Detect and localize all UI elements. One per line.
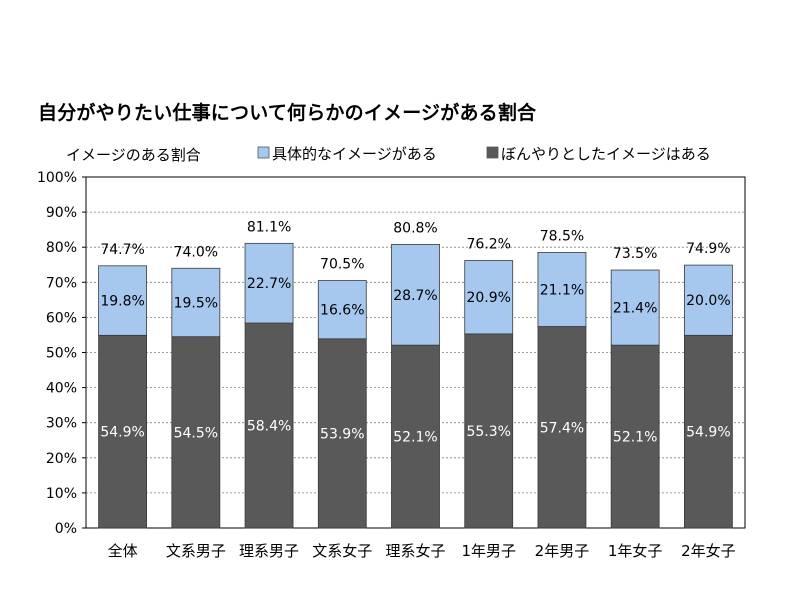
x-tick-label: 理系男子 (239, 542, 299, 560)
data-label: 19.5% (174, 295, 218, 311)
data-label: 21.1% (540, 282, 584, 298)
total-label: 76.2% (466, 237, 510, 253)
bar-segment (171, 267, 221, 338)
data-label: 16.6% (320, 303, 364, 319)
bar-segment (244, 242, 294, 324)
total-label: 81.1% (247, 219, 291, 235)
legend-swatch (257, 146, 270, 159)
y-tick-label: 80% (46, 240, 77, 256)
x-tick-label: 文系男子 (166, 542, 226, 560)
bar-segment (537, 326, 587, 529)
legend-label: 具体的なイメージがある (272, 145, 437, 163)
y-tick-label: 60% (46, 310, 77, 326)
data-label: 22.7% (247, 276, 291, 292)
data-label: 58.4% (247, 419, 291, 435)
total-label: 74.0% (174, 244, 218, 260)
legend-label: ぼんやりとしたイメージはある (501, 145, 711, 163)
y-tick-label: 70% (46, 275, 77, 291)
y-tick-label: 20% (46, 451, 77, 467)
y-tick-label: 50% (46, 346, 77, 362)
bar-segment (610, 269, 660, 346)
bar-segment (537, 252, 587, 327)
bar-segment (244, 322, 294, 529)
total-label: 74.9% (686, 241, 730, 257)
bar-segment (317, 338, 367, 529)
y-tick-label: 0% (55, 521, 77, 537)
x-tick-label: 全体 (108, 542, 138, 560)
y-tick-label: 100% (37, 170, 77, 186)
data-label: 21.4% (613, 301, 657, 317)
data-label: 20.9% (466, 290, 510, 306)
bar-segment (98, 334, 148, 529)
total-label: 73.5% (613, 246, 657, 262)
data-label: 19.8% (100, 294, 144, 310)
y-tick-label: 40% (46, 381, 77, 397)
chart-title: 自分がやりたい仕事について何らかのイメージがある割合 (38, 102, 537, 124)
x-tick-label: 文系女子 (312, 542, 372, 560)
x-tick-label: 理系女子 (385, 542, 445, 560)
total-label: 70.5% (320, 257, 364, 273)
bar-segment (683, 334, 733, 529)
y-tick-label: 30% (46, 416, 77, 432)
data-label: 54.5% (174, 425, 218, 441)
bar-segment (391, 243, 440, 346)
bar-segment (171, 336, 221, 529)
total-label: 80.8% (393, 220, 437, 236)
x-tick-label: 2年女子 (681, 542, 736, 560)
total-label: 74.7% (100, 242, 144, 258)
y-tick-label: 10% (46, 486, 77, 502)
data-label: 55.3% (466, 424, 510, 440)
data-label: 57.4% (540, 420, 584, 436)
data-label: 52.1% (393, 430, 437, 446)
bar-segment (464, 260, 514, 335)
data-label: 54.9% (100, 425, 144, 441)
data-label: 54.9% (686, 425, 730, 441)
bar-segment (317, 280, 367, 340)
x-tick-label: 1年男子 (461, 542, 516, 560)
bar-segment (98, 265, 148, 336)
legend-title: イメージのある割合 (66, 146, 201, 164)
x-tick-label: 1年女子 (608, 542, 663, 560)
data-label: 52.1% (613, 430, 657, 446)
data-label: 28.7% (393, 288, 437, 304)
data-label: 53.9% (320, 426, 364, 442)
bar-segment (391, 344, 440, 529)
total-label: 78.5% (540, 228, 584, 244)
x-tick-label: 2年男子 (535, 542, 590, 560)
bar-segment (683, 264, 733, 336)
data-label: 20.0% (686, 293, 730, 309)
y-tick-label: 90% (46, 205, 77, 221)
legend-swatch (486, 146, 499, 159)
